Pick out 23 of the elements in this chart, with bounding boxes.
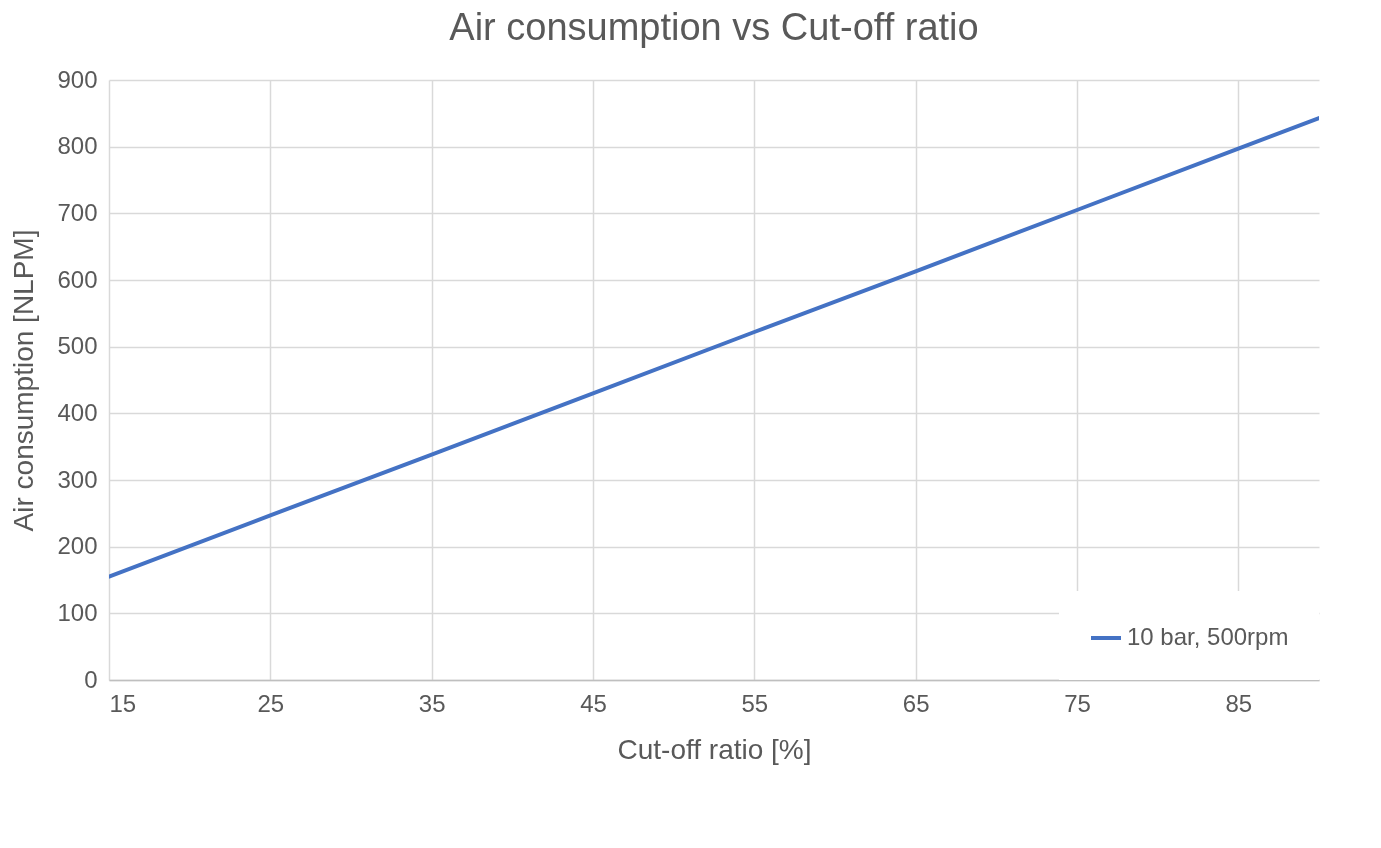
x-tick-label: 55 — [741, 689, 769, 717]
y-tick-label: 100 — [57, 598, 98, 626]
y-tick-label: 200 — [57, 532, 98, 560]
y-tick-label: 300 — [57, 465, 98, 493]
y-tick-label: 500 — [57, 332, 98, 360]
y-tick-label: 700 — [57, 198, 98, 226]
legend-label: 10 bar, 500rpm — [1127, 623, 1289, 650]
y-tick-label: 400 — [57, 398, 98, 426]
y-tick-label: 800 — [57, 132, 98, 160]
y-axis-title: Air consumption [NLPM] — [8, 229, 40, 532]
x-tick-label: 65 — [902, 689, 930, 717]
x-tick-label: 45 — [580, 689, 607, 717]
y-tick-label: 900 — [57, 65, 98, 93]
x-tick-label: 85 — [1225, 689, 1253, 717]
line-series — [109, 116, 1319, 579]
x-tick-label: 25 — [257, 689, 285, 717]
x-tick-label: 35 — [418, 689, 446, 717]
x-tick-label: 15 — [109, 689, 137, 717]
y-tick-label: 600 — [57, 265, 98, 293]
x-tick-label: 75 — [1064, 689, 1091, 717]
x-axis-title: Cut-off ratio [%] — [617, 733, 812, 765]
y-tick-label: 0 — [84, 665, 98, 693]
chart-title: Air consumption vs Cut-off ratio — [449, 6, 979, 48]
